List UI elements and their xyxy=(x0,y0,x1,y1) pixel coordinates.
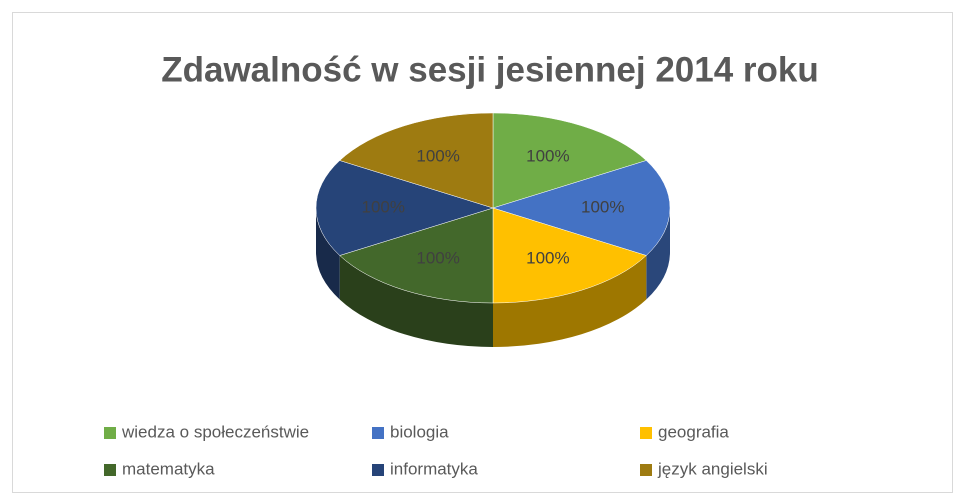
legend-label: język angielski xyxy=(657,459,768,478)
data-label: 100% xyxy=(526,146,569,165)
legend-swatch xyxy=(640,427,652,439)
pie-slice xyxy=(339,207,494,304)
pie-slice xyxy=(339,112,494,209)
pie-side xyxy=(493,255,647,347)
legend-swatch xyxy=(640,464,652,476)
legend-label: matematyka xyxy=(122,459,215,478)
legend-swatch xyxy=(104,427,116,439)
pie-side xyxy=(339,255,493,347)
data-label: 100% xyxy=(416,146,459,165)
data-label: 100% xyxy=(416,248,459,267)
legend-label: biologia xyxy=(390,422,449,441)
pie-slice xyxy=(315,160,494,256)
legend-label: informatyka xyxy=(390,459,478,478)
pie-side xyxy=(316,208,340,300)
data-label: 100% xyxy=(526,248,569,267)
data-label: 100% xyxy=(581,197,624,216)
data-label: 100% xyxy=(362,197,405,216)
chart-title: Zdawalność w sesji jesiennej 2014 roku xyxy=(161,50,819,89)
pie-slice xyxy=(492,112,647,209)
pie-side xyxy=(646,208,670,300)
legend-label: wiedza o społeczeństwie xyxy=(121,422,309,441)
pie-slice xyxy=(492,160,671,256)
legend-swatch xyxy=(372,427,384,439)
legend-swatch xyxy=(372,464,384,476)
legend-swatch xyxy=(104,464,116,476)
pie-slice xyxy=(492,207,647,304)
legend-label: geografia xyxy=(658,422,729,441)
